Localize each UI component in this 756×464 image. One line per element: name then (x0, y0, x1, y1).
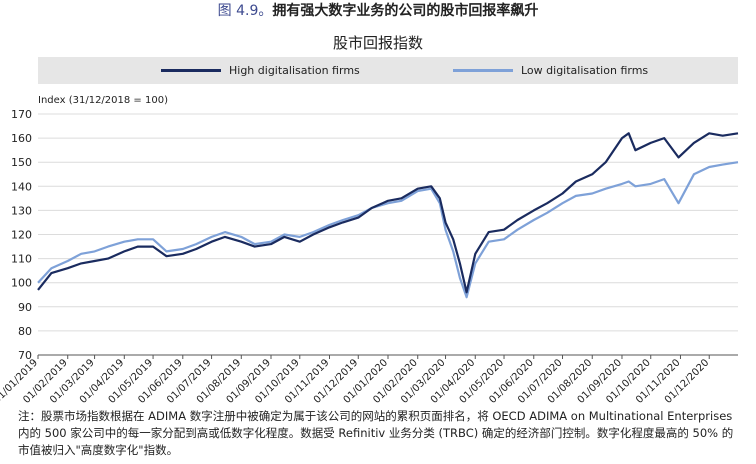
legend-item-high: High digitalisation firms (161, 57, 360, 84)
figure-title: 图 4.9。拥有强大数字业务的公司的股市回报率飙升 (0, 2, 756, 20)
legend-swatch-high (161, 69, 221, 72)
y-tick-label: 150 (11, 156, 32, 169)
series-line-high (37, 132, 739, 294)
y-tick-label: 90 (18, 301, 32, 314)
chart-series (37, 132, 739, 299)
chart-legend: High digitalisation firms Low digitalisa… (38, 57, 738, 84)
y-tick-label: 80 (18, 325, 32, 338)
series-line-low (37, 161, 739, 299)
chart-subtitle: 股市回报指数 (332, 34, 423, 52)
y-tick-label: 70 (18, 349, 32, 362)
y-axis-label: Index (31/12/2018 = 100) (38, 95, 168, 106)
gridlines (38, 113, 738, 356)
y-tick-label: 110 (11, 253, 32, 266)
y-tick-label: 140 (11, 180, 32, 193)
y-tick-label: 130 (11, 204, 32, 217)
figure-number: 图 4.9。 (217, 3, 273, 19)
legend-label-low: Low digitalisation firms (521, 64, 649, 77)
figure-title-text: 拥有强大数字业务的公司的股市回报率飙升 (272, 3, 539, 19)
legend-item-low: Low digitalisation firms (453, 57, 648, 84)
legend-label-high: High digitalisation firms (229, 64, 360, 77)
y-tick-label: 120 (11, 229, 32, 242)
y-tick-label: 160 (11, 132, 32, 145)
legend-swatch-low (453, 69, 513, 72)
chart-note: 注：股票市场指数根据在 ADIMA 数字注册中被确定为属于该公司的网站的累积页面… (18, 409, 734, 457)
x-axis-ticks: 01/01/201901/02/201901/03/201901/04/2019… (0, 355, 711, 406)
y-tick-label: 170 (11, 108, 32, 121)
y-axis-ticks: 70 80 90 100 110 120 130 140 150 160 170 (11, 108, 32, 362)
y-tick-label: 100 (11, 277, 32, 290)
